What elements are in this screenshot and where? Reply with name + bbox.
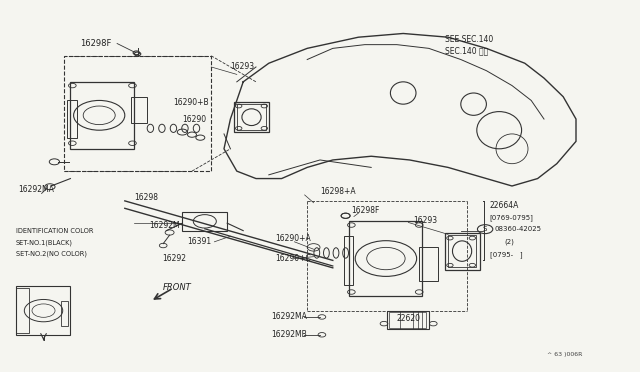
Bar [16,288,29,333]
Bar [131,97,147,123]
Bar [419,247,438,281]
Text: 22664A: 22664A [490,201,519,210]
Text: SEE SEC.140: SEE SEC.140 [445,35,493,44]
Bar [389,312,426,328]
Text: [0795-   ]: [0795- ] [490,251,522,258]
Bar [234,102,269,132]
Text: 16290+C: 16290+C [275,254,311,263]
Text: SET-NO.2(NO COLOR): SET-NO.2(NO COLOR) [16,250,87,257]
Bar [182,212,227,231]
Text: SET-NO.1(BLACK): SET-NO.1(BLACK) [16,239,73,246]
Text: IDENTIFICATION COLOR: IDENTIFICATION COLOR [16,228,93,234]
Text: 16292M: 16292M [149,221,180,230]
Text: 16391: 16391 [188,237,212,246]
Text: 22620: 22620 [397,314,421,323]
Bar [70,82,134,149]
Text: 16298F: 16298F [351,206,379,215]
Text: 16292: 16292 [162,254,186,263]
Text: 16290: 16290 [182,115,207,124]
Text: FRONT: FRONT [163,283,192,292]
Text: 08360-42025: 08360-42025 [495,226,541,232]
Text: S: S [483,226,487,232]
Bar [61,301,68,326]
Text: (2): (2) [504,238,514,245]
Text: 16292MA: 16292MA [18,185,54,194]
Text: 16298: 16298 [134,193,159,202]
Bar [344,236,353,285]
Text: ^ 63 )006R: ^ 63 )006R [547,352,582,357]
Bar [237,104,266,130]
Bar [349,221,422,296]
Text: 16293: 16293 [413,216,437,225]
Text: 16293: 16293 [230,62,255,71]
Bar [445,232,480,270]
Bar [448,235,476,267]
Bar [16,286,70,335]
Text: 16290+A: 16290+A [275,234,311,243]
Text: [0769-0795]: [0769-0795] [490,214,534,221]
Bar [67,100,77,138]
Bar [64,56,211,171]
Text: SEC.140 参照: SEC.140 参照 [445,47,488,56]
Text: 16298+A: 16298+A [320,187,356,196]
Text: 16292MB: 16292MB [271,330,307,339]
Text: 16292MA: 16292MA [271,312,307,321]
Bar [387,311,429,329]
Text: 16290+B: 16290+B [173,98,209,107]
Text: 16298F: 16298F [80,39,111,48]
